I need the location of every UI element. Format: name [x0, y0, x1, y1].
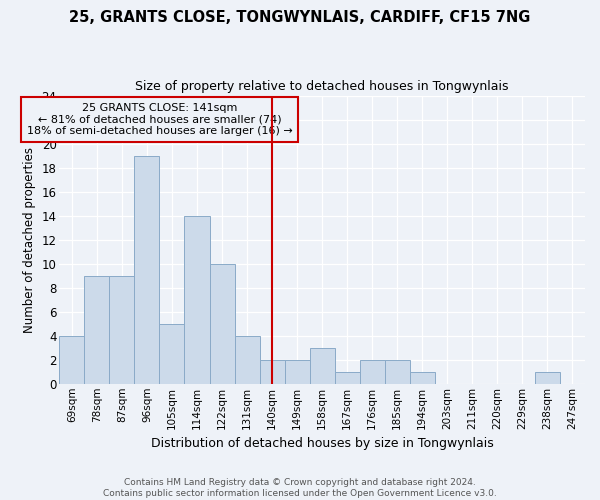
X-axis label: Distribution of detached houses by size in Tongwynlais: Distribution of detached houses by size … — [151, 437, 494, 450]
Bar — [160, 324, 184, 384]
Bar — [360, 360, 385, 384]
Bar — [235, 336, 260, 384]
Bar — [284, 360, 310, 384]
Bar — [535, 372, 560, 384]
Bar — [59, 336, 85, 384]
Bar — [184, 216, 209, 384]
Bar — [109, 276, 134, 384]
Bar — [134, 156, 160, 384]
Bar — [260, 360, 284, 384]
Bar — [410, 372, 435, 384]
Text: 25, GRANTS CLOSE, TONGWYNLAIS, CARDIFF, CF15 7NG: 25, GRANTS CLOSE, TONGWYNLAIS, CARDIFF, … — [70, 10, 530, 25]
Bar — [335, 372, 360, 384]
Text: Contains HM Land Registry data © Crown copyright and database right 2024.
Contai: Contains HM Land Registry data © Crown c… — [103, 478, 497, 498]
Y-axis label: Number of detached properties: Number of detached properties — [23, 146, 36, 332]
Title: Size of property relative to detached houses in Tongwynlais: Size of property relative to detached ho… — [136, 80, 509, 93]
Text: 25 GRANTS CLOSE: 141sqm
← 81% of detached houses are smaller (74)
18% of semi-de: 25 GRANTS CLOSE: 141sqm ← 81% of detache… — [26, 103, 292, 136]
Bar — [209, 264, 235, 384]
Bar — [310, 348, 335, 384]
Bar — [385, 360, 410, 384]
Bar — [85, 276, 109, 384]
